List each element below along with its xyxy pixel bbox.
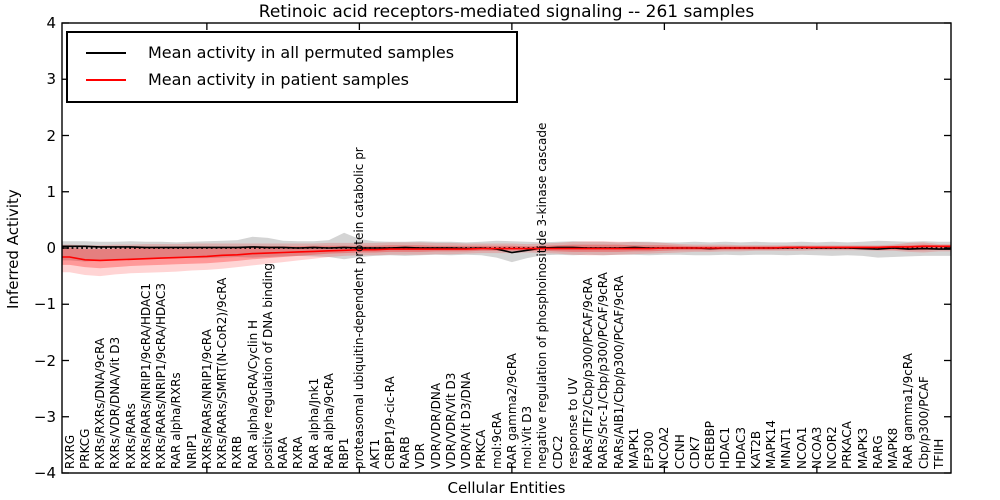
x-tick-label: RBP1: [337, 437, 352, 469]
x-tick-label: RXRs/RARs/SMRT(N-CoR2)/9cRA: [215, 277, 230, 469]
x-tick-label: RAR gamma1/9cRA: [901, 353, 916, 469]
x-tick-label: NCOR2: [825, 426, 840, 469]
x-tick-label: NCOA3: [809, 426, 824, 469]
x-tick-label: RARs/Src-1/Cbp/p300/PCAF/9cRA: [596, 272, 611, 469]
y-tick-label: 4: [46, 14, 56, 32]
x-tick-label: CDK7: [687, 435, 702, 469]
patient-line-swatch: [86, 78, 126, 81]
x-tick-label: NCOA1: [794, 426, 809, 469]
x-tick-label: PRKCA: [474, 429, 489, 469]
patient-mean-line: [62, 245, 951, 262]
x-tick-label: VDR/Vit D3/DNA: [459, 372, 474, 469]
x-tick-label: RXRB: [230, 435, 245, 469]
x-tick-label: RXRs/RARs/NRIP1/9cRA: [199, 329, 214, 469]
x-tick-label: NRIP1: [184, 433, 199, 469]
x-tick-label: RXRs/RXRs/DNA/9cRA: [93, 337, 108, 469]
y-tick-label: −4: [33, 464, 56, 482]
x-tick-label: positive regulation of DNA binding: [260, 263, 275, 469]
x-tick-label: mol:9cRA: [489, 412, 504, 469]
x-tick-label: CCNH: [672, 434, 687, 469]
permuted-line-swatch: [86, 51, 126, 54]
y-tick-label: 3: [46, 70, 56, 89]
chart-title: Retinoic acid receptors-mediated signali…: [258, 2, 755, 22]
x-tick-label: TFIIH: [931, 438, 946, 469]
permuted-range-band: [62, 232, 951, 263]
x-tick-label: RXRs/RARs/NRIP1/9cRA/HDAC1: [138, 282, 153, 469]
x-tick-label: PRKACA: [840, 421, 855, 469]
y-tick-label: 0: [46, 239, 56, 257]
x-tick-label: RAR alpha/9cRA/Cyclin H: [245, 319, 260, 469]
patient-range-band-outer: [62, 241, 951, 277]
x-tick-label: RARs/TIF2/Cbp/p300/PCAF/9cRA: [581, 277, 596, 469]
x-tick-label: EP300: [642, 431, 657, 469]
y-tick-label: −2: [33, 351, 56, 370]
x-tick-label: HDAC1: [718, 426, 733, 469]
x-tick-label: PRKCG: [77, 428, 92, 469]
y-tick-label: 1: [46, 182, 56, 201]
x-tick-label: RXRs/RARs/NRIP1/9cRA/HDAC3: [154, 282, 169, 469]
y-tick-label: −3: [33, 407, 56, 426]
x-tick-label: RARG: [870, 435, 885, 469]
x-tick-label: CREBBP: [703, 421, 718, 469]
legend-label-patient: Mean activity in patient samples: [148, 70, 409, 89]
x-tick-label: RAR gamma2/9cRA: [504, 353, 519, 469]
y-tick-label: −1: [33, 295, 56, 314]
x-tick-label: HDAC3: [733, 426, 748, 469]
x-tick-label: VDR: [413, 443, 428, 469]
x-tick-label: VDR/VDR/DNA: [428, 382, 443, 469]
legend-item-permuted: Mean activity in all permuted samples: [86, 39, 516, 66]
x-tick-label: RXRA: [291, 436, 306, 469]
x-tick-label: AKT1: [367, 438, 382, 469]
legend-item-patient: Mean activity in patient samples: [86, 66, 516, 93]
x-tick-label: RXRG: [62, 434, 77, 469]
x-tick-label: RXRs/RARs: [123, 403, 138, 469]
x-tick-label: MAPK3: [855, 427, 870, 469]
x-tick-label: KAT2B: [748, 430, 763, 469]
x-axis-title: Cellular Entities: [447, 479, 566, 497]
x-tick-label: proteasomal ubiquitin-dependent protein …: [352, 147, 367, 469]
x-tick-label: Cbp/p300/PCAF: [916, 376, 931, 469]
x-tick-label: mol:Vit D3: [520, 405, 535, 469]
legend-label-permuted: Mean activity in all permuted samples: [148, 43, 455, 62]
patient-range-band-inner: [62, 244, 951, 269]
legend: Mean activity in all permuted samples Me…: [66, 31, 518, 103]
x-tick-label: RAR alpha/RXRs: [169, 372, 184, 469]
x-tick-label: MAPK1: [626, 427, 641, 469]
x-tick-label: RARB: [398, 436, 413, 469]
x-tick-label: MAPK8: [886, 427, 901, 469]
x-tick-label: VDR/VDR/Vit D3: [443, 372, 458, 469]
x-tick-label: RARs/AIB1/Cbp/p300/PCAF/9cRA: [611, 275, 626, 469]
x-tick-label: RARA: [276, 436, 291, 469]
x-tick-label: RXRs/VDR/DNA/Vit D3: [108, 336, 123, 469]
x-tick-label: response to UV: [565, 377, 580, 469]
x-tick-label: NCOA2: [657, 426, 672, 469]
x-tick-label: RAR alpha/9cRA: [321, 373, 336, 469]
x-tick-label: MAPK14: [764, 420, 779, 469]
x-tick-label: RAR alpha/Jnk1: [306, 377, 321, 469]
x-tick-label: CRBP1/9-cic-RA: [382, 376, 397, 469]
x-tick-label: negative regulation of phosphoinositide …: [535, 122, 550, 469]
x-tick-label: CDC2: [550, 435, 565, 469]
x-tick-label: MNAT1: [779, 427, 794, 469]
y-tick-label: 2: [46, 126, 56, 145]
